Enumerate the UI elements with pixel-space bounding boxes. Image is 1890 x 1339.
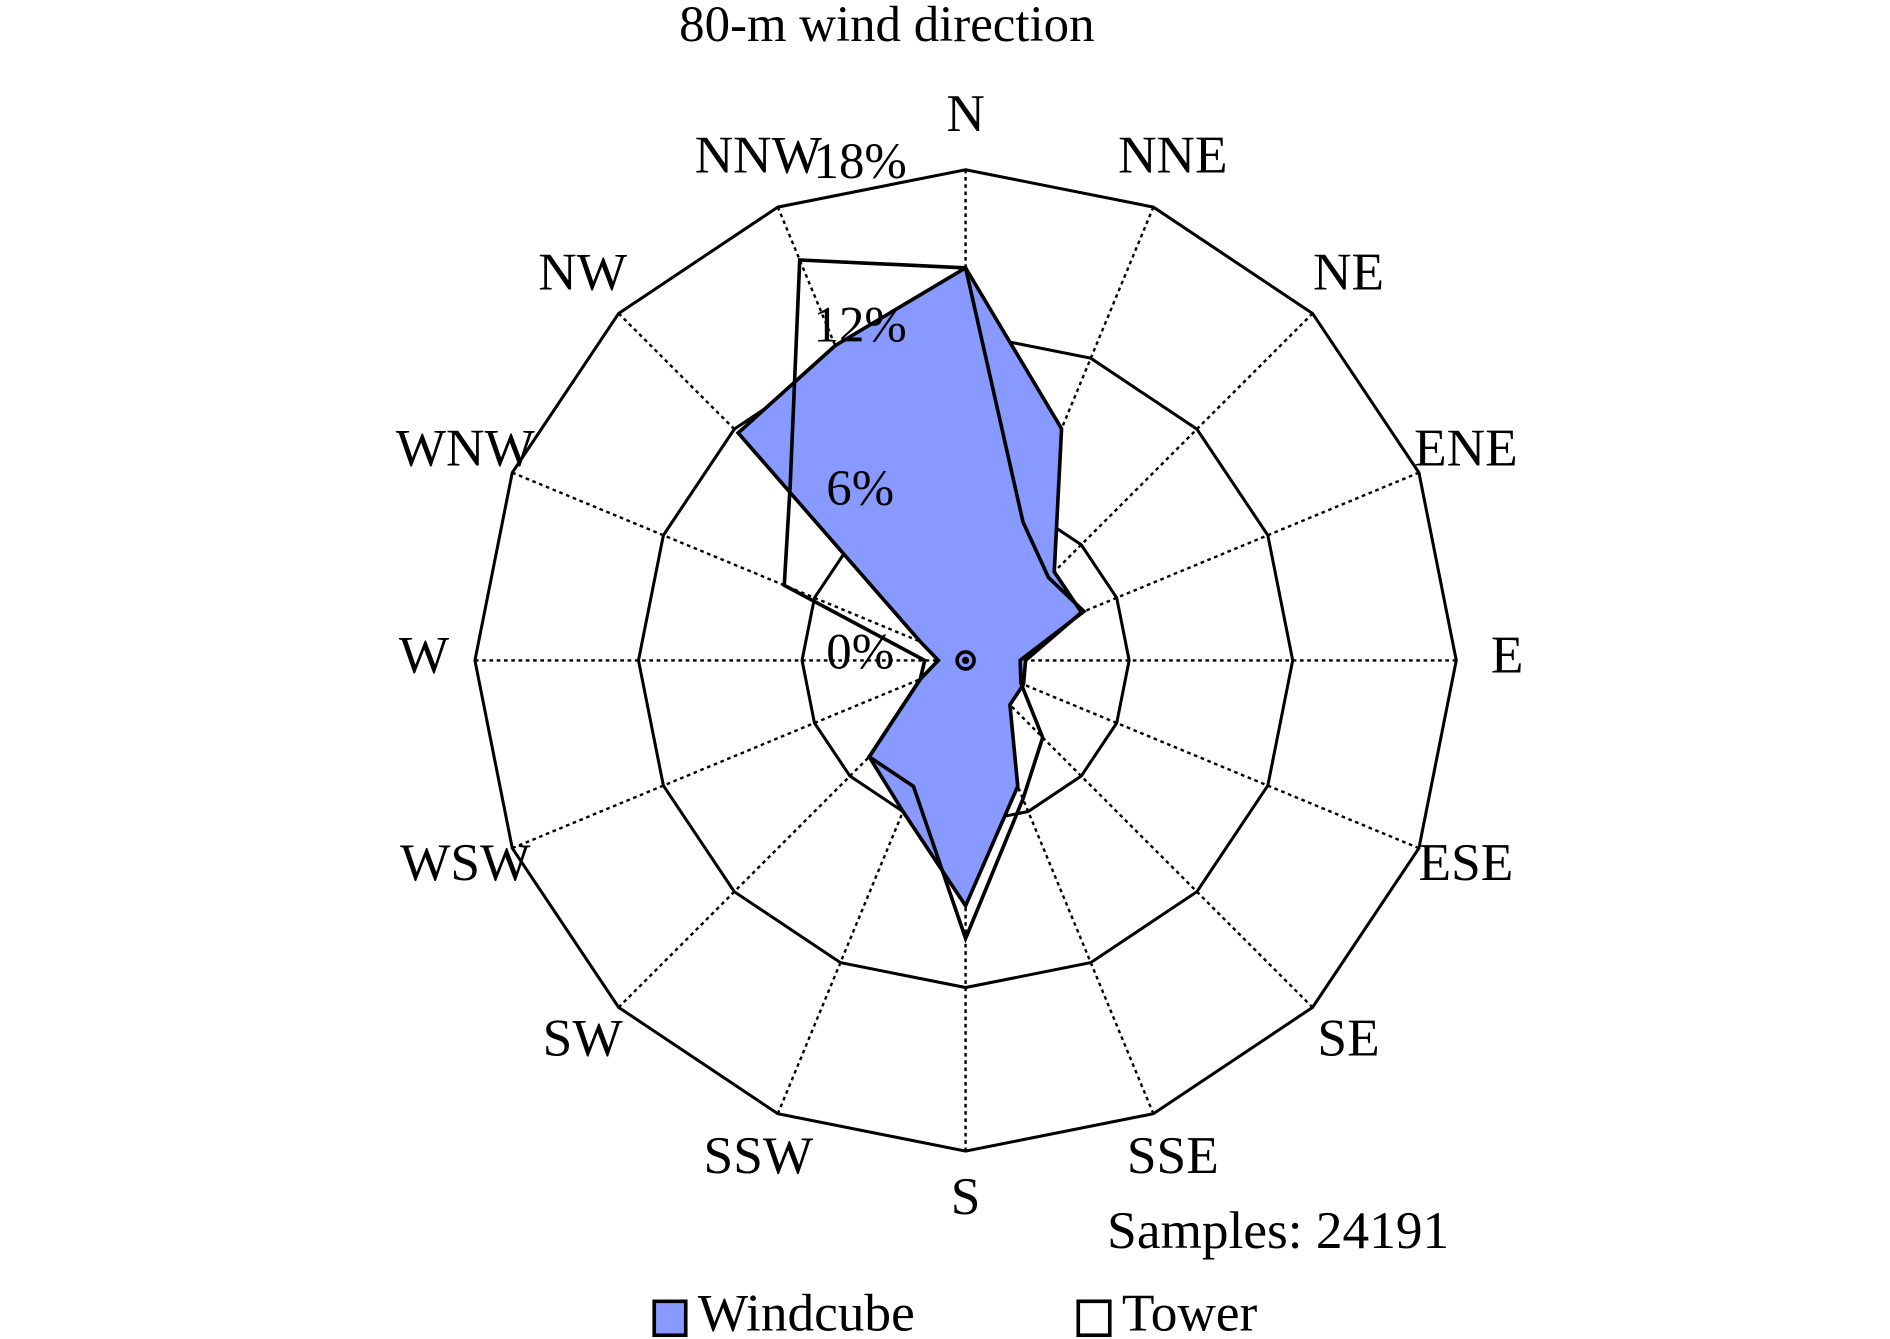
category-label: W (399, 626, 450, 685)
legend-label: Tower (1122, 1284, 1258, 1339)
category-label: S (951, 1167, 981, 1226)
category-label: SW (543, 1009, 624, 1068)
category-label: ESE (1419, 833, 1514, 892)
category-label: NNW (695, 125, 823, 184)
spoke (964, 659, 1314, 1009)
category-label: WNW (396, 418, 536, 477)
category-label: SSE (1127, 1126, 1219, 1185)
center-dot (961, 656, 970, 665)
category-label: NE (1313, 243, 1384, 302)
legend-swatch (1076, 1299, 1112, 1338)
legend-label: Windcube (698, 1284, 915, 1339)
category-label: ENE (1414, 418, 1518, 477)
category-label: WSW (400, 833, 531, 892)
r-tick-label: 0% (826, 624, 894, 680)
r-tick-label: 12% (814, 297, 907, 353)
category-label: SE (1317, 1009, 1379, 1068)
series-area (782, 258, 1087, 944)
legend-swatch (652, 1299, 688, 1338)
annotation: Samples: 24191 (1107, 1201, 1449, 1260)
category-label: N (946, 84, 985, 143)
r-tick-label: 6% (826, 461, 894, 517)
category-label: SSW (704, 1126, 814, 1185)
category-label: E (1491, 626, 1524, 685)
chart-title: 80-m wind direction (679, 0, 1094, 53)
center-marker (955, 650, 976, 671)
category-label: NW (538, 243, 627, 302)
r-tick-label: 18% (814, 134, 907, 190)
spoke (511, 471, 967, 662)
category-label: NNE (1118, 125, 1228, 184)
spoke (965, 659, 1420, 850)
spoke (511, 659, 967, 850)
